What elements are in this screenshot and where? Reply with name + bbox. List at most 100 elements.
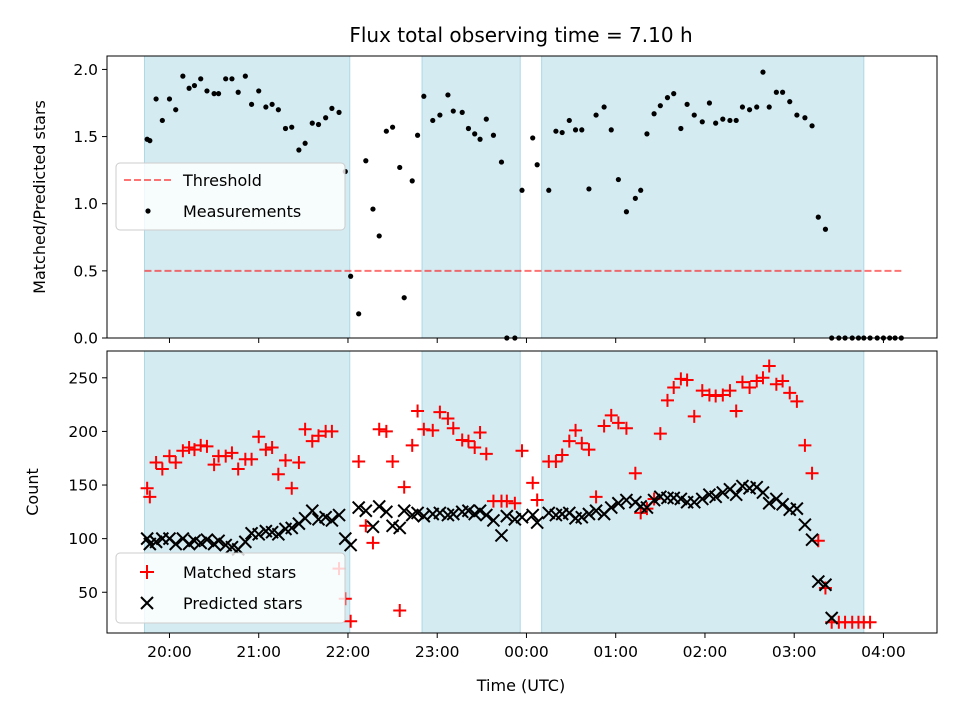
matched-stars-point — [252, 430, 266, 444]
predicted-stars-point — [660, 491, 675, 505]
measurements-point — [746, 107, 753, 113]
matched-stars-point — [508, 496, 522, 510]
measurements-point — [766, 104, 772, 110]
measurements-point — [490, 132, 497, 138]
measurements-point — [409, 178, 415, 184]
matched-stars-point — [411, 404, 425, 418]
count-y-axis-label: Count — [23, 468, 42, 516]
predicted-stars-point — [473, 504, 487, 518]
y-tick-label: 1.5 — [73, 128, 98, 146]
matched-stars-point — [219, 449, 233, 463]
predicted-stars-point — [486, 513, 501, 528]
predicted-stars-point — [575, 510, 589, 524]
measurements-point — [437, 112, 443, 118]
measurements-point — [699, 119, 705, 125]
y-tick-label: 2.0 — [73, 61, 98, 79]
measurements-point — [546, 187, 552, 193]
predicted-stars-point — [366, 520, 380, 534]
predicted-stars-point — [762, 496, 776, 510]
measurements-point — [498, 159, 505, 165]
measurements-point — [623, 209, 630, 215]
matched-stars-point — [863, 615, 877, 629]
measurements-point — [204, 88, 210, 94]
measurements-point — [822, 226, 829, 232]
count-legend-box — [115, 552, 346, 624]
matched-stars-point — [479, 447, 493, 461]
measurements-point — [720, 116, 726, 122]
measurements-point — [211, 91, 217, 97]
measurements-point — [572, 127, 579, 133]
measurements-point — [309, 120, 315, 126]
matched-stars-point — [259, 443, 273, 457]
measurements-point — [397, 164, 403, 171]
matched-stars-point — [162, 449, 176, 463]
measurements-point — [180, 73, 186, 79]
measurements-point — [553, 128, 559, 134]
predicted-stars-point — [818, 578, 833, 592]
matched-stars-point — [405, 438, 419, 452]
predicted-stars-point — [716, 485, 730, 500]
matched-stars-point — [207, 458, 221, 472]
predicted-stars-point — [194, 536, 208, 550]
predicted-legend-swatch — [140, 596, 154, 610]
measurements-point — [389, 124, 396, 130]
measurements-point — [269, 101, 275, 107]
measurements-point — [256, 88, 262, 94]
measurements-point — [638, 187, 644, 193]
predicted-stars-point — [824, 611, 839, 625]
matched-stars-point — [667, 380, 681, 394]
measurements-point — [329, 105, 335, 111]
measurements-point — [302, 140, 308, 146]
measurements-point — [579, 127, 585, 133]
predicted-stars-point — [169, 537, 183, 551]
measurements-point — [754, 104, 760, 110]
matched-stars-point — [397, 480, 411, 494]
predicted-stars-point — [729, 487, 743, 502]
matched-stars-point — [695, 384, 709, 398]
predicted-stars-point — [461, 504, 476, 518]
ratio-plot-frame — [106, 55, 938, 339]
observing-interval-3 — [541, 55, 865, 339]
matched-stars-point — [265, 441, 279, 455]
matched-legend-label: Matched stars — [183, 563, 296, 582]
matched-stars-point — [735, 375, 749, 389]
ratio-legend: Threshold Measurements — [115, 162, 346, 231]
matched-stars-point — [597, 419, 611, 433]
predicted-stars-point — [589, 504, 603, 518]
measurements-point — [323, 115, 329, 121]
x-tick-label: 03:00 — [772, 643, 817, 661]
predicted-stars-point — [410, 506, 425, 520]
predicted-stars-point — [343, 538, 358, 552]
measurements-point — [691, 112, 697, 118]
measurements-point — [678, 125, 684, 132]
matched-stars-point — [194, 438, 208, 452]
ratio-x-ticks — [168, 338, 884, 343]
y-tick-label: 0.0 — [73, 330, 98, 348]
matched-stars-point — [446, 421, 460, 435]
predicted-stars-point — [372, 499, 386, 514]
measurements-point — [472, 131, 478, 137]
predicted-stars-point — [393, 521, 407, 535]
matched-stars-point — [312, 429, 326, 443]
matched-stars-point — [589, 490, 603, 504]
predicted-stars-point — [687, 495, 701, 509]
predicted-legend-label: Predicted stars — [183, 594, 303, 613]
measurements-point — [632, 195, 638, 201]
matched-stars-point — [604, 408, 618, 422]
matched-stars-point — [628, 466, 642, 480]
y-tick-label: 150 — [68, 477, 98, 495]
measurements-point — [173, 107, 179, 113]
measurements-point — [348, 273, 354, 279]
y-tick-label: 100 — [68, 530, 98, 548]
predicted-stars-point — [149, 535, 163, 549]
x-tick-label: 21:00 — [236, 643, 281, 661]
matched-stars-point — [169, 456, 183, 470]
matched-stars-point — [805, 466, 819, 480]
predicted-stars-point — [775, 497, 790, 512]
predicted-stars-point — [526, 508, 540, 522]
measurements-point — [159, 117, 165, 124]
count-x-ticks: 20:00 21:00 22:00 23:00 00:00 01:00 02:00 03:00… — [147, 633, 906, 661]
predicted-stars-point — [798, 517, 812, 532]
measurements-point — [248, 101, 255, 107]
measurements-point — [147, 138, 153, 144]
